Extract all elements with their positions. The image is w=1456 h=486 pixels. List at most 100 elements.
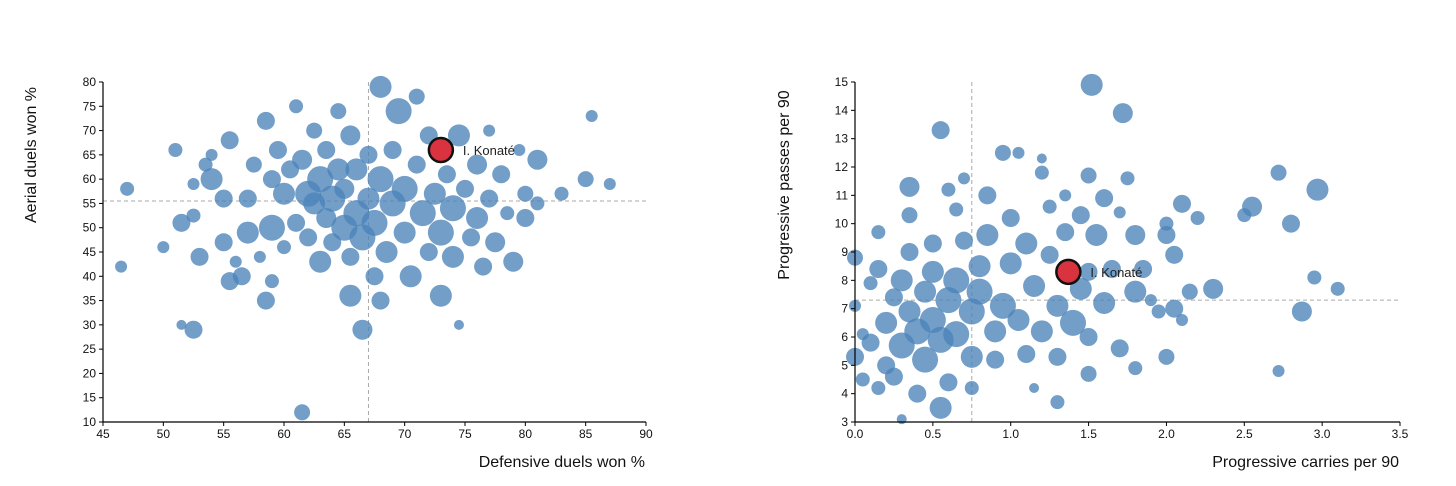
chart-left-point — [375, 241, 398, 263]
chart-right-y-tick-label: 10 — [835, 217, 849, 231]
chart-right-point — [1095, 189, 1114, 208]
chart-right-point — [890, 269, 913, 292]
chart-left-point — [466, 207, 489, 229]
chart-left-y-tick-label: 40 — [83, 269, 97, 283]
chart-left-x-axis-title: Defensive duels won % — [479, 454, 645, 471]
chart-left-point — [172, 213, 191, 232]
chart-left-x-tick-label: 65 — [338, 427, 352, 441]
chart-left-point — [287, 213, 306, 232]
chart-right-highlight-label: I. Konaté — [1090, 265, 1142, 280]
chart-right-point — [1059, 189, 1072, 202]
chart-right-point — [949, 202, 964, 217]
chart-right-point — [1071, 206, 1090, 225]
chart-left-y-tick-label: 75 — [83, 99, 97, 113]
chart-left-point — [309, 250, 332, 273]
chart-left-y-tick-label: 65 — [83, 148, 97, 162]
chart-right-point — [912, 346, 939, 373]
chart-right-point — [1050, 395, 1065, 410]
chart-left-x-tick-label: 85 — [579, 427, 593, 441]
chart-left-point — [306, 122, 323, 139]
chart-right-point — [1017, 345, 1036, 363]
chart-right-point — [1029, 383, 1040, 393]
chart-right-point — [871, 225, 886, 240]
chart-left-point — [462, 228, 481, 247]
chart-left-point — [236, 221, 259, 244]
chart-right-highlight-point — [1055, 258, 1082, 286]
chart-left-point — [409, 200, 436, 227]
chart-left-point — [365, 267, 384, 286]
chart-right-point — [899, 176, 920, 197]
chart-left-point — [393, 221, 416, 244]
chart-right-y-tick-label: 4 — [841, 387, 848, 401]
chart-right-x-tick-label: 3.5 — [1392, 427, 1409, 441]
chart-right-point — [1242, 196, 1263, 217]
chart-right-x-tick-label: 2.5 — [1236, 427, 1253, 441]
chart-left-point — [262, 170, 281, 189]
chart-right: I. Konaté 0.0 0.5 1.0 1.5 2.0 2.5 3.0 3.5 3 4 5 6 7 8… — [776, 73, 1409, 471]
chart-right-point — [1158, 348, 1175, 365]
chart-right-point — [935, 287, 962, 314]
chart-right-point — [1307, 270, 1322, 285]
chart-left-point — [258, 214, 285, 241]
chart-left-point — [214, 189, 233, 208]
chart-left-point — [334, 178, 355, 199]
chart-right-point — [939, 373, 958, 392]
chart-right-point — [1190, 211, 1205, 225]
chart-left-y-tick-label: 25 — [83, 342, 97, 356]
chart-left-point — [115, 260, 128, 273]
chart-left-point — [467, 154, 488, 175]
chart-right-point — [914, 280, 937, 303]
chart-left-y-tick-label: 50 — [83, 221, 97, 235]
chart-left-point — [429, 284, 452, 307]
chart-left-point — [437, 165, 456, 184]
chart-right-point — [929, 396, 952, 419]
chart-left-ticks: 45 50 55 60 65 70 75 80 85 90 10 15 20 25 30 35 40 45 50 55… — [83, 75, 653, 441]
chart-right-point — [875, 311, 898, 334]
chart-right-point — [984, 320, 1007, 343]
chart-left-point — [517, 185, 534, 202]
chart-left-point — [513, 144, 526, 156]
chart-left-point — [292, 149, 313, 170]
chart-right-point — [861, 333, 880, 352]
chart-right-point — [1165, 245, 1184, 264]
chart-left-point — [316, 208, 337, 228]
chart-left-point — [516, 209, 535, 227]
chart-left-y-tick-label: 60 — [83, 172, 97, 186]
chart-right-point — [884, 367, 903, 386]
chart-left-point — [399, 265, 422, 288]
chart-right-point — [1007, 309, 1030, 331]
chart-right-point — [994, 144, 1011, 161]
chart-right-x-axis-title: Progressive carries per 90 — [1212, 454, 1399, 471]
chart-left-point — [268, 141, 287, 159]
chart-left-point — [187, 178, 200, 190]
chart-left-point — [427, 219, 454, 246]
chart-right-point — [1030, 320, 1053, 343]
chart-right-point — [1040, 245, 1059, 264]
chart-right-y-tick-label: 15 — [835, 75, 849, 89]
chart-left-point — [439, 195, 466, 222]
chart-left-point — [277, 240, 291, 255]
chart-right-point — [1134, 260, 1153, 278]
chart-right-y-tick-label: 8 — [841, 273, 848, 287]
chart-right-point — [921, 260, 944, 283]
chart-left-point — [447, 124, 470, 147]
chart-right-point — [1060, 309, 1086, 336]
chart-left-point — [120, 181, 135, 196]
chart-right-point — [1128, 361, 1143, 376]
chart-right-point — [1110, 339, 1129, 358]
chart-left-y-axis-title: Aerial duels won % — [23, 87, 40, 223]
chart-left-point — [214, 233, 233, 252]
chart-left-point — [408, 88, 425, 105]
chart-left-point — [367, 166, 394, 193]
chart-right-x-tick-label: 0.5 — [925, 427, 942, 441]
chart-left-point — [527, 149, 548, 170]
chart-right-point — [900, 243, 919, 261]
chart-left-x-tick-label: 80 — [519, 427, 533, 441]
chart-left-point — [330, 103, 347, 120]
chart-right-x-tick-label: 1.5 — [1080, 427, 1097, 441]
chart-right-x-tick-label: 0.0 — [847, 427, 864, 441]
chart-left-point — [359, 145, 378, 164]
chart-left-point — [341, 247, 360, 266]
chart-right-point — [966, 278, 993, 305]
